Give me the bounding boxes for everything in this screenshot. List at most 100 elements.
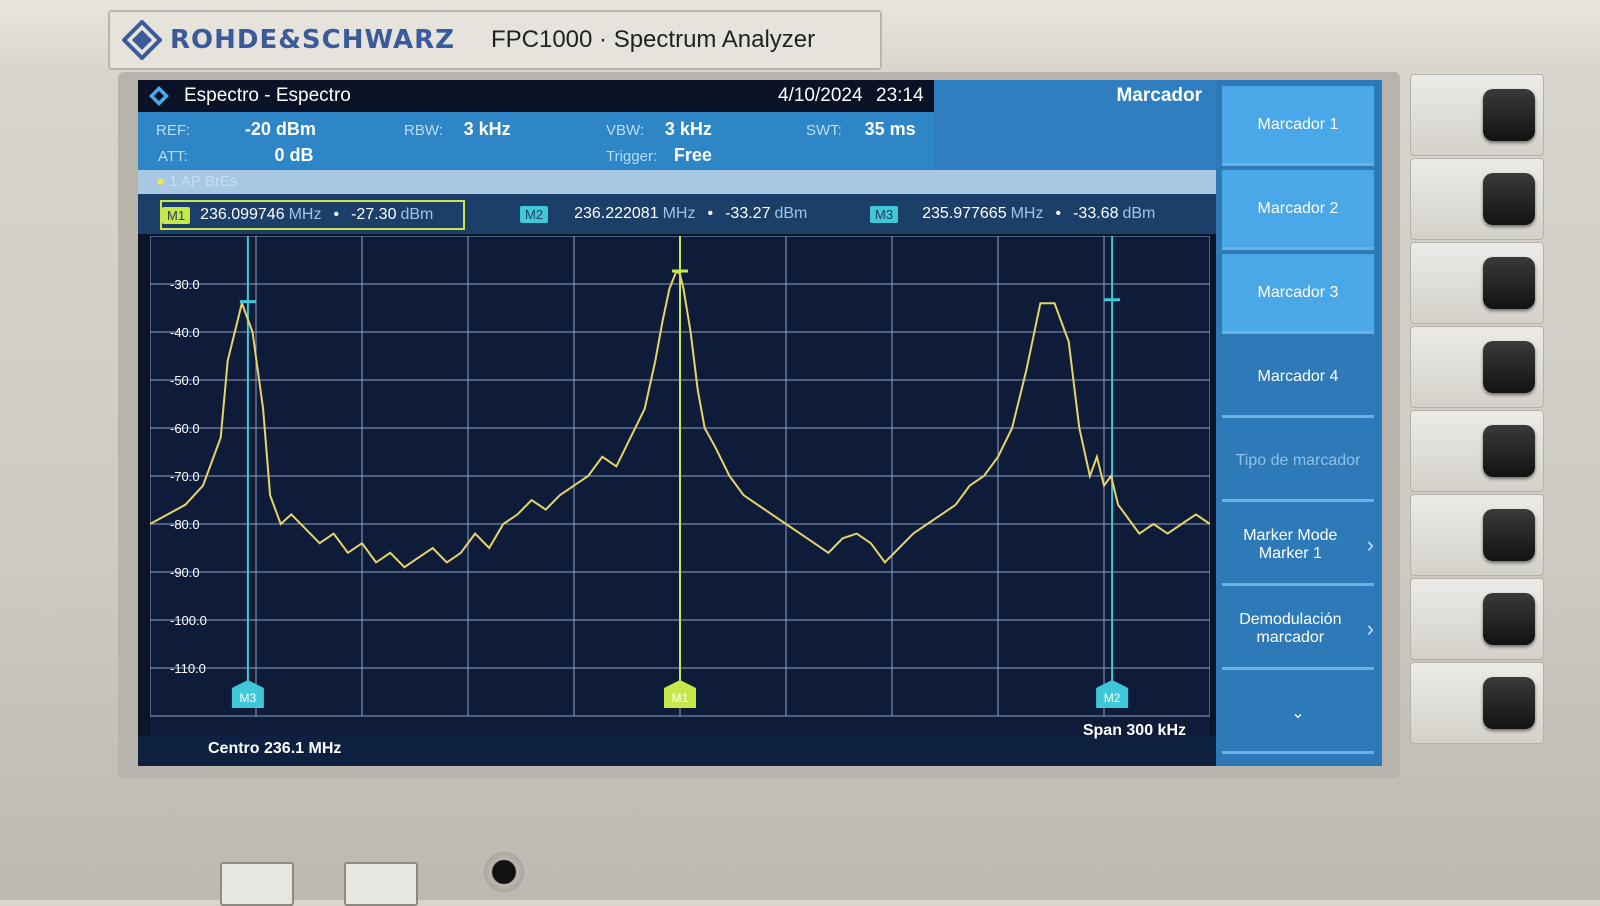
- y-tick-label: -50.0: [170, 373, 200, 388]
- ref-label: REF:: [156, 122, 191, 139]
- brand-name: ROHDE&SCHWARZ: [170, 25, 455, 55]
- trigger-value[interactable]: Free: [673, 145, 712, 165]
- marker-flag-label: M2: [1104, 691, 1121, 705]
- att-label: ATT:: [158, 148, 188, 165]
- hardware-softkey-button[interactable]: [1483, 173, 1535, 225]
- app-logo-icon: [149, 86, 169, 106]
- swt-label: SWT:: [806, 122, 842, 139]
- m1-frequency: 236.099746: [200, 206, 285, 223]
- softkey-2[interactable]: Marcador 2: [1222, 170, 1374, 250]
- trace-1: [150, 269, 1210, 569]
- softkey-7[interactable]: Demodulación marcador ›: [1222, 590, 1374, 670]
- softkey-panel: Marcador 1 Marcador 2 Marcador 3 Marcador 4…: [1216, 80, 1382, 766]
- m2-frequency-unit: MHz: [662, 205, 696, 222]
- ref-value[interactable]: -20 dBm: [244, 119, 316, 139]
- m3-separator-icon: •: [1055, 205, 1062, 222]
- marker-flag-label: M3: [240, 691, 257, 705]
- hardware-button-cell: [1410, 74, 1544, 156]
- marker-readout-m2[interactable]: M2 236.222081 MHz • -33.27 dBm: [520, 202, 807, 226]
- softkey-label: Marcador 3: [1257, 283, 1339, 301]
- marker-flag-m1[interactable]: [664, 680, 696, 708]
- m1-frequency-unit: MHz: [288, 206, 322, 223]
- vbw-value[interactable]: 3 kHz: [664, 119, 712, 139]
- y-tick-label: -30.0: [170, 277, 200, 292]
- hardware-button-cell: [1410, 662, 1544, 744]
- swt-value[interactable]: 35 ms: [864, 119, 916, 139]
- marker-flag-label: M1: [672, 691, 689, 705]
- chevron-right-icon: ›: [1366, 615, 1374, 641]
- usb-port: [220, 862, 294, 906]
- title-bar: Espectro - Espectro 4/10/2024 23:14: [138, 80, 934, 112]
- m3-level-unit: dBm: [1122, 205, 1156, 222]
- m1-level: -27.30: [351, 206, 397, 223]
- y-axis-ticks: -30.0 -40.0 -50.0 -60.0 -70.0 -80.0 -90.0 -100.…: [170, 277, 207, 676]
- softkey-label: Marker Mode Marker 1: [1243, 526, 1338, 562]
- softkey-label: Tipo de marcador: [1235, 451, 1361, 469]
- hardware-softkey-buttons: [1410, 74, 1550, 764]
- y-tick-label: -70.0: [170, 469, 200, 484]
- hardware-softkey-button[interactable]: [1483, 677, 1535, 729]
- softkey-6[interactable]: Marker Mode Marker 1 ›: [1222, 506, 1374, 586]
- y-tick-label: -60.0: [170, 421, 200, 436]
- panel-header-fill: [934, 112, 1216, 170]
- softkey-label: Marcador 2: [1257, 199, 1339, 217]
- trace-label: 1 AP BrEs: [169, 173, 238, 190]
- hardware-button-cell: [1410, 242, 1544, 324]
- marker-tag-m2: M2: [520, 205, 549, 223]
- y-tick-label: -80.0: [170, 517, 200, 532]
- chevron-right-icon: ›: [1366, 531, 1374, 557]
- softkey-4[interactable]: Marcador 4: [1222, 338, 1374, 418]
- trace-dot-icon: ●: [156, 173, 166, 190]
- y-tick-label: -90.0: [170, 565, 200, 580]
- vbw-label: VBW:: [606, 122, 645, 139]
- model-name: FPC1000 · Spectrum Analyzer: [490, 26, 816, 53]
- hardware-softkey-button[interactable]: [1483, 257, 1535, 309]
- hardware-button-cell: [1410, 578, 1544, 660]
- m2-frequency: 236.222081: [574, 205, 659, 222]
- hardware-softkey-button[interactable]: [1483, 425, 1535, 477]
- marker-flag-m3[interactable]: [231, 680, 264, 708]
- hardware-softkey-button[interactable]: [1483, 341, 1535, 393]
- softkey-label: Marcador 1: [1257, 115, 1339, 133]
- marker-readout-bar: M1 236.099746 MHz • -27.30 dBm M2 236.22…: [138, 194, 1216, 234]
- marker-readout-m3[interactable]: M3 235.977665 MHz • -33.68 dBm: [870, 202, 1155, 226]
- rbw-label: RBW:: [404, 122, 443, 139]
- rs-logo-icon: [122, 20, 162, 60]
- parameter-panel: REF: -20 dBm ATT: 0 dB RBW: 3 kHz VBW: 3…: [138, 112, 934, 170]
- panel-title: Marcador: [934, 80, 1216, 112]
- hardware-button-cell: [1410, 326, 1544, 408]
- hardware-softkey-button[interactable]: [1483, 89, 1535, 141]
- spectrum-diagram[interactable]: -30.0 -40.0 -50.0 -60.0 -70.0 -80.0 -90.0 -100.…: [150, 236, 1210, 736]
- m1-separator-icon: •: [333, 206, 340, 223]
- span-value[interactable]: Span 300 kHz: [1082, 722, 1186, 739]
- m2-level: -33.27: [725, 205, 771, 222]
- hardware-softkey-button[interactable]: [1483, 593, 1535, 645]
- y-tick-label: -100.0: [170, 613, 207, 628]
- m3-frequency: 235.977665: [922, 205, 1007, 222]
- softkey-5[interactable]: Tipo de marcador: [1222, 422, 1374, 502]
- softkey-label: Demodulación marcador: [1239, 610, 1342, 646]
- marker-readout-m1[interactable]: M1 236.099746 MHz • -27.30 dBm: [160, 200, 466, 230]
- y-tick-label: -110.0: [170, 661, 206, 676]
- marker-flag-m2[interactable]: [1096, 680, 1129, 708]
- hardware-button-cell: [1410, 158, 1544, 240]
- analyzer-screen: Espectro - Espectro 4/10/2024 23:14 Marc…: [138, 80, 1382, 766]
- marker-flags: M1 M2 M3: [231, 269, 1129, 708]
- softkey-3[interactable]: Marcador 3: [1222, 254, 1374, 334]
- m3-frequency-unit: MHz: [1010, 205, 1044, 222]
- trace-info-bar: ● 1 AP BrEs: [138, 170, 1216, 194]
- y-tick-label: -40.0: [170, 325, 200, 340]
- marker-tag-m3: M3: [870, 205, 899, 223]
- hardware-button-cell: [1410, 410, 1544, 492]
- hardware-softkey-button[interactable]: [1483, 509, 1535, 561]
- headphone-jack: [484, 852, 524, 892]
- center-frequency[interactable]: Centro 236.1 MHz: [208, 740, 342, 757]
- hardware-button-cell: [1410, 494, 1544, 576]
- usb-port: [344, 862, 418, 906]
- att-value[interactable]: 0 dB: [274, 145, 314, 165]
- m2-separator-icon: •: [707, 205, 714, 222]
- softkey-8[interactable]: ⌄: [1222, 674, 1374, 754]
- date-display: 4/10/2024: [778, 85, 863, 106]
- softkey-1[interactable]: Marcador 1: [1222, 86, 1374, 166]
- rbw-value[interactable]: 3 kHz: [463, 119, 511, 139]
